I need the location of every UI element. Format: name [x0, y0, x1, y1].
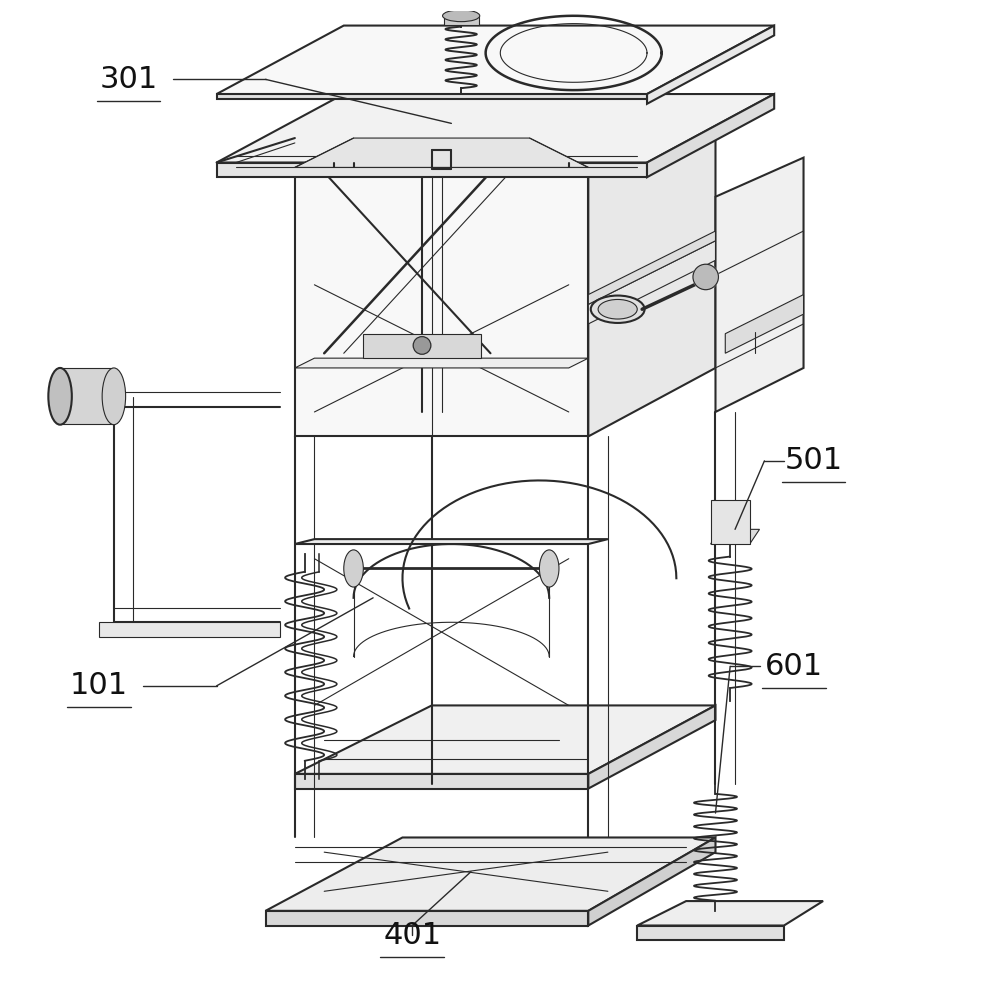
Polygon shape [647, 94, 774, 177]
Polygon shape [217, 94, 774, 163]
Polygon shape [647, 26, 774, 104]
Ellipse shape [598, 299, 638, 319]
Circle shape [693, 264, 718, 290]
Text: 601: 601 [764, 652, 823, 681]
Text: 401: 401 [384, 921, 441, 950]
Polygon shape [710, 529, 759, 544]
Polygon shape [638, 901, 823, 926]
Polygon shape [295, 774, 589, 789]
Polygon shape [295, 138, 589, 167]
Polygon shape [295, 167, 589, 436]
Polygon shape [295, 705, 715, 774]
Text: 501: 501 [784, 446, 843, 475]
Polygon shape [295, 99, 715, 167]
Ellipse shape [48, 368, 72, 425]
Polygon shape [725, 295, 803, 353]
Polygon shape [589, 241, 715, 324]
Polygon shape [295, 358, 589, 368]
Polygon shape [443, 16, 479, 25]
Ellipse shape [591, 296, 645, 323]
Polygon shape [266, 837, 715, 911]
Ellipse shape [442, 10, 480, 22]
Polygon shape [217, 163, 647, 177]
Polygon shape [589, 837, 715, 926]
Polygon shape [589, 99, 715, 436]
Polygon shape [217, 94, 647, 99]
Text: 101: 101 [71, 671, 129, 700]
Polygon shape [715, 158, 803, 412]
Ellipse shape [102, 368, 126, 425]
Polygon shape [710, 500, 749, 544]
Text: 301: 301 [99, 65, 158, 94]
Ellipse shape [540, 550, 559, 587]
Polygon shape [363, 334, 481, 358]
Polygon shape [60, 368, 114, 424]
Polygon shape [589, 231, 715, 304]
Polygon shape [589, 705, 715, 789]
Polygon shape [638, 926, 784, 940]
Polygon shape [217, 26, 774, 94]
Polygon shape [99, 622, 281, 637]
Polygon shape [266, 911, 589, 926]
Circle shape [413, 337, 431, 354]
Ellipse shape [343, 550, 363, 587]
Polygon shape [295, 539, 608, 544]
